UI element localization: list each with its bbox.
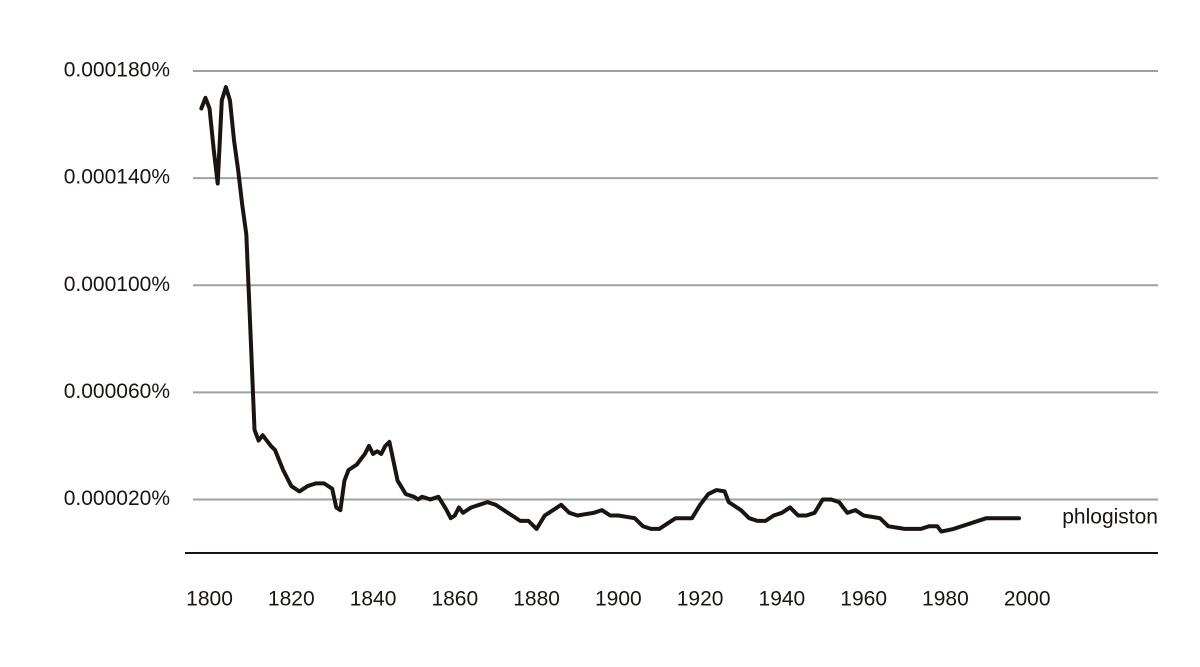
x-tick-label: 1800 <box>186 588 233 611</box>
y-tick-label: 0.000060% <box>64 380 170 403</box>
x-tick-label: 1880 <box>513 588 560 611</box>
series-label: phlogiston <box>1062 506 1158 529</box>
y-tick-label: 0.000140% <box>64 166 170 189</box>
line <box>199 85 1021 534</box>
x-tick-label: 1940 <box>759 588 806 611</box>
y-tick-label: 0.000100% <box>64 273 170 296</box>
x-tick-label: 1960 <box>840 588 887 611</box>
x-tick-label: 1980 <box>922 588 969 611</box>
x-tick-label: 1820 <box>268 588 315 611</box>
x-tick-label: 1900 <box>595 588 642 611</box>
x-tick-label: 1840 <box>350 588 397 611</box>
y-tick-label: 0.000020% <box>64 487 170 510</box>
x-tick-label: 1920 <box>677 588 724 611</box>
x-tick-label: 1860 <box>431 588 478 611</box>
y-tick-label: 0.000180% <box>64 59 170 82</box>
x-tick-label: 2000 <box>1004 588 1051 611</box>
